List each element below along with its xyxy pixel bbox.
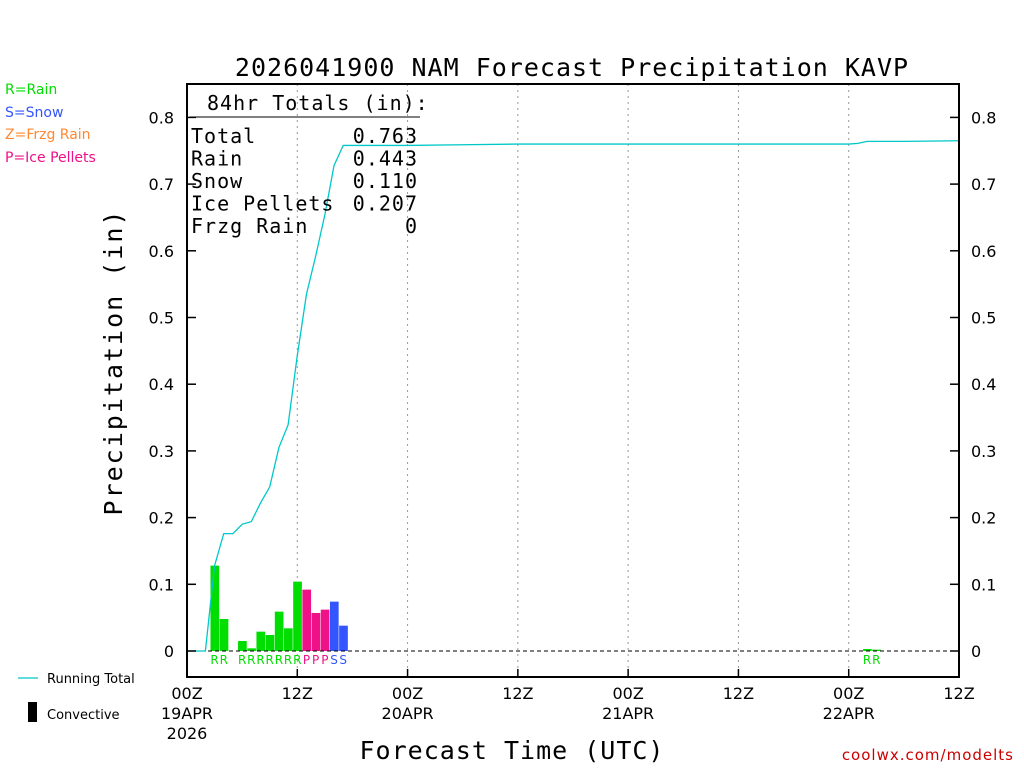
y-tick-label-right: 0.3 — [971, 442, 996, 461]
legend-rain: R=Rain — [5, 82, 58, 98]
precip-bar — [210, 565, 220, 651]
precip-type-label: R — [266, 653, 274, 667]
totals-row-value: 0.443 — [353, 147, 418, 171]
x-tick-label: 00Z — [171, 684, 202, 703]
precip-bar — [320, 609, 330, 651]
plot-frame — [186, 83, 960, 678]
y-tick-label-left: 0.7 — [149, 175, 174, 194]
totals-row-value: 0.207 — [353, 192, 418, 216]
precip-bar — [265, 634, 275, 651]
totals-row-label: Frzg Rain — [191, 214, 308, 238]
y-tick-label-left: 0.1 — [149, 575, 174, 594]
y-tick-label-right: 0.4 — [971, 375, 996, 394]
precip-type-label: R — [872, 653, 880, 667]
precip-bar — [274, 611, 284, 651]
y-tick-label-right: 0 — [971, 642, 981, 661]
chart-title: 2026041900 NAM Forecast Precipitation KA… — [235, 53, 909, 82]
x-tick-date: 20APR — [382, 704, 434, 723]
bar-series — [210, 565, 881, 651]
y-tick-label-right: 0.7 — [971, 175, 996, 194]
precip-bar — [256, 631, 266, 651]
precip-bar — [311, 612, 321, 651]
credit-link[interactable]: coolwx.com/modelts — [841, 746, 1014, 764]
totals-row-label: Total — [191, 124, 256, 148]
x-tick-label: 00Z — [392, 684, 423, 703]
y-tick-label-left: 0.8 — [149, 108, 174, 127]
precip-type-label: S — [339, 653, 347, 667]
x-tick-label: 12Z — [943, 684, 974, 703]
totals-row-label: Rain — [191, 147, 243, 171]
precip-type-label: P — [321, 653, 328, 667]
totals-box: 84hr Totals (in): Total 0.763 Rain 0.443 Snow… — [190, 91, 429, 238]
precip-bar — [302, 589, 312, 651]
totals-row-value: 0.763 — [353, 124, 418, 148]
precip-type-label: R — [238, 653, 246, 667]
x-tick-label: 12Z — [282, 684, 313, 703]
y-axis-right: 0 0.1 0.2 0.3 0.4 0.5 0.6 0.7 0.8 — [950, 108, 996, 661]
y-axis-left: 0 0.1 0.2 0.3 0.4 0.5 0.6 0.7 0.8 — [149, 108, 196, 661]
totals-row-label: Snow — [191, 169, 243, 193]
precip-type-label: R — [256, 653, 264, 667]
y-tick-label-right: 0.2 — [971, 509, 996, 528]
running-total-legend-label: Running Total — [47, 672, 135, 687]
x-tick-date: 21APR — [602, 704, 654, 723]
y-tick-label-left: 0 — [164, 642, 174, 661]
y-tick-label-left: 0.5 — [149, 309, 174, 328]
legend-ice-pellets: P=Ice Pellets — [5, 150, 96, 166]
y-tick-label-right: 0.8 — [971, 108, 996, 127]
precip-type-label: R — [275, 653, 283, 667]
convective-swatch — [28, 702, 37, 722]
precip-bar — [863, 648, 872, 651]
precip-type-label: R — [247, 653, 255, 667]
precip-type-label: R — [210, 653, 218, 667]
x-tick-label: 12Z — [502, 684, 533, 703]
x-tick-label: 00Z — [833, 684, 864, 703]
totals-heading: 84hr Totals (in): — [207, 91, 429, 115]
y-tick-label-right: 0.1 — [971, 575, 996, 594]
precip-type-label: R — [284, 653, 292, 667]
precip-bar — [247, 648, 256, 651]
running-total-line — [187, 140, 960, 652]
precip-bar — [238, 640, 247, 651]
y-tick-label-left: 0.4 — [149, 375, 174, 394]
y-tick-label-left: 0.3 — [149, 442, 174, 461]
precip-type-label: S — [330, 653, 338, 667]
x-tick-date: 19APR — [161, 704, 213, 723]
precip-bar — [872, 649, 881, 651]
precip-type-label: R — [220, 653, 228, 667]
totals-row-label: Ice Pellets — [191, 192, 334, 216]
precip-bar — [329, 601, 339, 651]
y-tick-label-right: 0.6 — [971, 242, 996, 261]
totals-row-value: 0 — [405, 214, 418, 238]
x-axis-label: Forecast Time (UTC) — [360, 736, 665, 765]
precip-bar — [219, 618, 229, 651]
precip-bar — [339, 625, 348, 651]
totals-row-value: 0.110 — [353, 169, 418, 193]
y-axis-label: Precipitation (in) — [99, 209, 128, 516]
y-tick-label-right: 0.5 — [971, 309, 996, 328]
legend-frzg-rain: Z=Frzg Rain — [5, 127, 91, 143]
x-tick-label: 00Z — [612, 684, 643, 703]
x-tick-date: 22APR — [823, 704, 875, 723]
precip-type-label: P — [312, 653, 319, 667]
precip-bar — [284, 628, 293, 651]
x-tick-year: 2026 — [167, 724, 208, 743]
precip-type-label: R — [293, 653, 301, 667]
y-tick-label-left: 0.2 — [149, 509, 174, 528]
precip-type-label: P — [303, 653, 310, 667]
x-tick-label: 12Z — [723, 684, 754, 703]
y-tick-label-left: 0.6 — [149, 242, 174, 261]
precip-bar — [293, 581, 302, 651]
convective-legend-label: Convective — [47, 708, 120, 723]
legend-snow: S=Snow — [5, 105, 64, 121]
precip-type-label: R — [863, 653, 871, 667]
